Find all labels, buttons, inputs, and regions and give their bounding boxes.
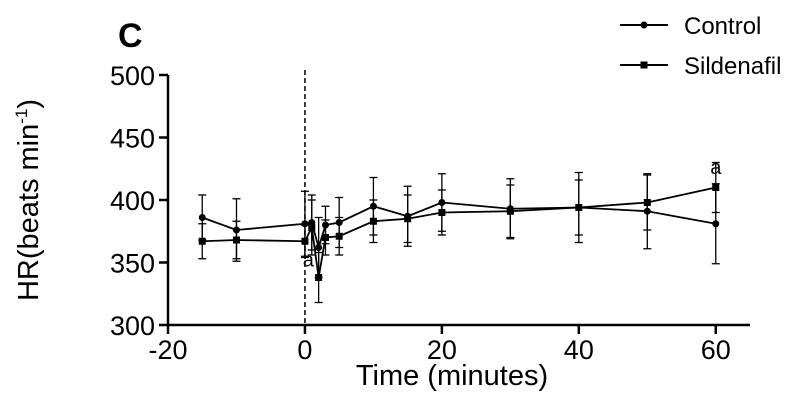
data-point (712, 184, 720, 191)
y-axis-label: HR(beats min-1) (12, 99, 45, 301)
data-point (232, 236, 240, 244)
y-tick-label: 450 (110, 124, 155, 154)
data-point (315, 274, 323, 281)
legend: Control Sildenafil (620, 13, 781, 80)
legend-label: Sildenafil (684, 53, 781, 80)
significance-annotation: a (710, 157, 722, 179)
data-point (198, 237, 206, 245)
y-axis-label-superscript: -1 (12, 109, 31, 124)
x-tick-label: 20 (427, 335, 457, 365)
data-point (712, 220, 720, 228)
x-tick-label: -20 (148, 335, 187, 365)
data-point (321, 234, 329, 241)
data-point (575, 204, 583, 211)
significance-annotation: a (303, 249, 315, 271)
x-axis-label: Time (minutes) (356, 360, 548, 392)
data-point (308, 224, 316, 231)
series-sildenafil (198, 161, 720, 304)
legend-marker (640, 21, 648, 29)
legend-label: Control (684, 13, 761, 40)
y-tick-label: 400 (110, 186, 155, 216)
data-point (369, 217, 377, 225)
y-axis-label-close: ) (13, 99, 45, 109)
data-point (438, 209, 446, 216)
y-tick-label: 300 (110, 311, 155, 341)
data-point (301, 237, 309, 245)
data-point (335, 232, 343, 240)
series-line (202, 186, 716, 278)
series-control (198, 171, 720, 279)
y-tick-label: 350 (110, 249, 155, 279)
data-point (506, 207, 514, 215)
x-tick-label: 0 (297, 335, 312, 365)
y-tick-label: 500 (110, 61, 155, 91)
data-point (643, 199, 651, 206)
data-point (198, 214, 206, 221)
data-point (315, 244, 323, 251)
axes: 300 350 400 450 500 -20 0 20 40 60 (110, 61, 750, 365)
x-tick-label: 40 (564, 335, 594, 365)
data-layer: aa (198, 157, 722, 304)
y-axis-label-main: HR(beats min (13, 124, 45, 301)
panel-label: C (118, 17, 143, 55)
legend-marker (640, 61, 648, 69)
x-tick-label: 60 (701, 335, 731, 365)
data-point (404, 215, 412, 223)
